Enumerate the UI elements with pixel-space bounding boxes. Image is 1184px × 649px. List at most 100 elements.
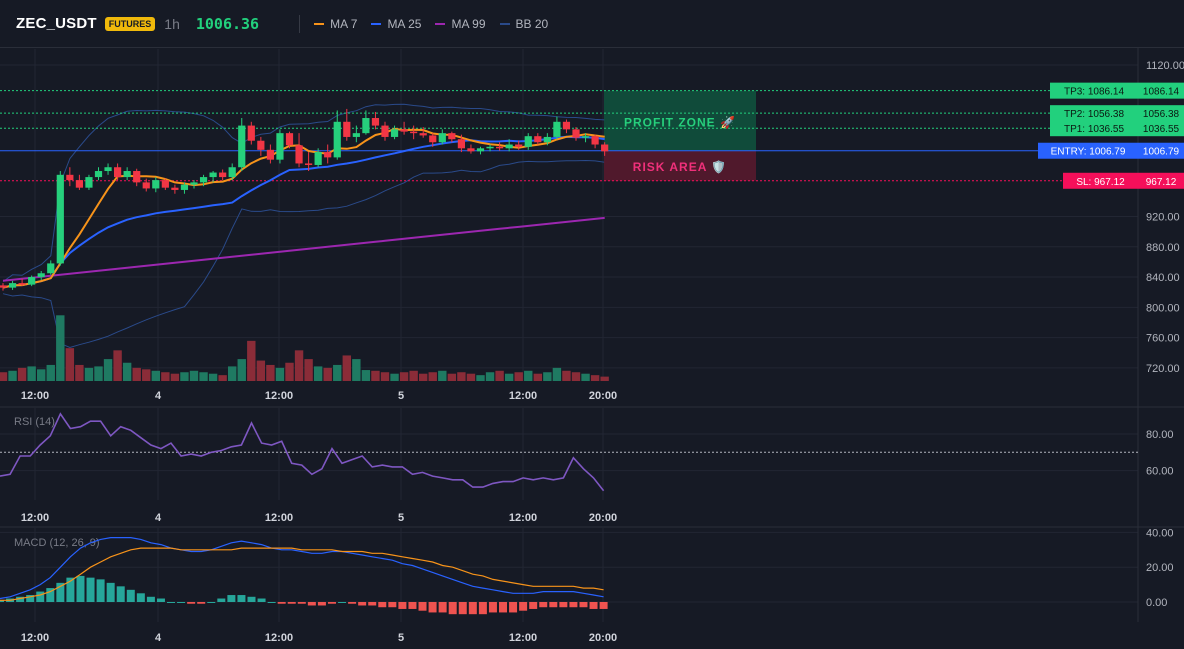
sl-tag-bg (1063, 172, 1138, 189)
ma99-swatch (435, 22, 446, 25)
time-axis-label: 12:00 (509, 512, 537, 524)
legend-ma25[interactable]: MA 25 (371, 17, 421, 31)
macd-histogram-bar (569, 602, 578, 608)
candle-body (238, 125, 246, 168)
ma25-swatch (371, 22, 382, 25)
volume-bar (514, 372, 523, 381)
macd-histogram-bar (589, 602, 598, 609)
time-axis-label: 20:00 (589, 632, 617, 644)
time-axis-label: 5 (398, 632, 404, 644)
sl-tag[interactable]: SL: 967.12 967.12 (1063, 172, 1184, 189)
time-axis-label: 12:00 (21, 512, 49, 524)
rsi-title: RSI (14) (14, 416, 55, 428)
tp2-tag[interactable]: TP2: 1056.38 1056.38 (1050, 105, 1184, 122)
candle-body (152, 180, 160, 189)
macd-histogram-bar (579, 602, 588, 608)
candle-body (0, 285, 7, 288)
tp3-tag-bg (1050, 82, 1138, 99)
tp2-axis-label: 1056.38 (1143, 109, 1180, 120)
tp2-tag-label: TP2: 1056.38 (1064, 109, 1124, 120)
symbol-name[interactable]: ZEC_USDT (16, 15, 97, 32)
candle-body (114, 167, 122, 178)
macd-line (0, 537, 604, 600)
candle-body (161, 180, 169, 188)
volume-bar (0, 372, 8, 381)
volume-bar (189, 370, 199, 381)
volume-bar (56, 315, 65, 381)
macd-histogram-bar (509, 602, 518, 613)
ma99-line (2, 216, 605, 282)
volume-bar (342, 355, 351, 381)
interval-selector[interactable]: 1h (164, 15, 180, 32)
entry-axis-label: 1006.79 (1143, 147, 1180, 158)
price-axis[interactable]: 1120.00 920.00 880.00 840.00 800.00 760.00 720… (1137, 48, 1184, 622)
candle-body (219, 172, 227, 178)
candle-body (180, 184, 189, 190)
rsi-pane[interactable]: RSI (14) 80.00 60.00 (0, 412, 1174, 492)
profit-zone-label: PROFIT ZONE 🚀 (624, 116, 736, 130)
legend-ma7[interactable]: MA 7 (314, 17, 357, 31)
candle-body (343, 121, 351, 137)
candle-body (66, 174, 74, 181)
price-tick-label: 1120.00 (1146, 60, 1184, 72)
macd-histogram-bar (378, 602, 387, 608)
macd-pane[interactable]: MACD (12, 26, 9) 40.00 20.00 0.00 (0, 527, 1174, 615)
candle-body (496, 146, 504, 149)
macd-histogram-bar (247, 596, 256, 602)
pane-dividers[interactable] (0, 406, 1184, 528)
time-axis-label: 4 (155, 390, 162, 402)
candle-body (314, 152, 322, 165)
volume-bar (495, 370, 504, 381)
candle-body (133, 171, 141, 183)
candle-body (190, 182, 198, 185)
ma7-line (2, 127, 605, 289)
macd-histogram-bar (348, 602, 357, 604)
tp3-axis-bg (1138, 82, 1184, 99)
time-axis-label: 12:00 (509, 390, 537, 402)
entry-tag-bg (1038, 142, 1138, 159)
bb-lower-line (2, 159, 605, 349)
candle-body (524, 136, 532, 147)
volume-bar (399, 372, 409, 381)
volume-bar (151, 370, 160, 381)
volume-bar (476, 375, 485, 381)
macd-histogram-bar (177, 602, 186, 603)
time-axes: 12:00 4 12:00 5 12:00 20:00 12:00 4 12:00 5 12:00 2… (21, 390, 617, 644)
macd-histogram-bar (56, 582, 65, 602)
macd-histogram-bar (388, 602, 397, 608)
legend-ma25-label: MA 25 (387, 16, 422, 31)
time-axis-label: 12:00 (509, 632, 537, 644)
candle-body (486, 146, 494, 149)
candle-body (171, 187, 179, 190)
bollinger-bands (2, 103, 605, 349)
tp1-tag-bg (1050, 120, 1138, 137)
macd-histogram-bar (66, 577, 75, 602)
macd-histogram-bar (297, 602, 306, 604)
bb20-swatch (499, 22, 510, 25)
candle-body (419, 133, 427, 136)
candle-body (581, 136, 590, 138)
entry-tag-label: ENTRY: 1006.79 (1051, 147, 1126, 158)
price-tick-label: 920.00 (1146, 211, 1180, 223)
trade-zones: PROFIT ZONE 🚀 RISK AREA 🛡️ (604, 90, 756, 181)
candle-body (295, 145, 303, 164)
macd-histogram-bar (86, 577, 95, 602)
macd-histogram-bar (398, 602, 407, 609)
price-tick-label: 840.00 (1146, 272, 1180, 284)
volume-bar (466, 373, 476, 381)
macd-tick-label: 0.00 (1146, 597, 1167, 609)
entry-tag[interactable]: ENTRY: 1006.79 1006.79 (1038, 142, 1184, 159)
volume-bar (180, 372, 189, 381)
tp3-tag[interactable]: TP3: 1086.14 1086.14 (1050, 82, 1184, 99)
volume-bar (170, 373, 180, 381)
legend-bb20[interactable]: BB 20 (499, 17, 548, 31)
volume-bar (600, 376, 609, 381)
risk-area-label: RISK AREA 🛡️ (633, 160, 727, 174)
macd-histogram-bar (368, 602, 377, 606)
rsi-tick-label: 80.00 (1146, 429, 1174, 441)
tp1-tag[interactable]: TP1: 1036.55 1036.55 (1050, 120, 1184, 137)
volume-bar (199, 372, 208, 381)
legend-ma99[interactable]: MA 99 (435, 17, 486, 31)
volume-bar (504, 373, 514, 381)
